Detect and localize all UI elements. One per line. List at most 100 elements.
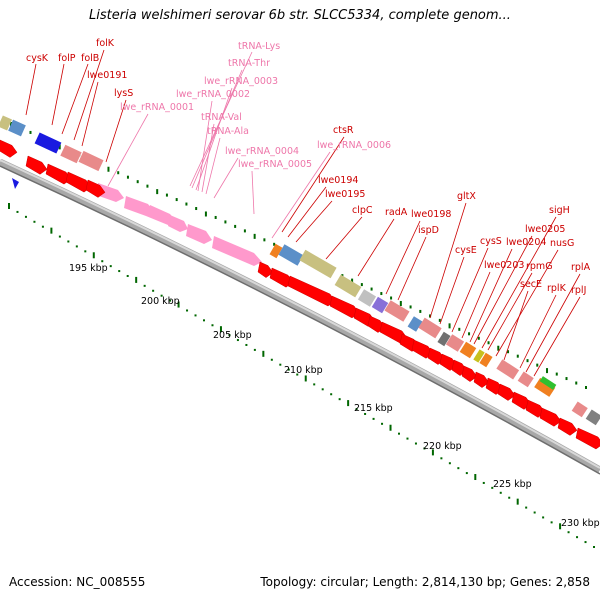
tick-mark <box>555 372 558 376</box>
tick-mark <box>263 238 266 242</box>
leader-line <box>195 87 233 191</box>
tick-mark <box>219 326 222 333</box>
leader-line <box>281 136 345 233</box>
tick-mark <box>126 175 129 179</box>
tick-mark <box>135 276 138 283</box>
gene-label: radA <box>385 207 408 218</box>
gene-arrow <box>287 275 336 307</box>
tick-mark <box>399 300 402 306</box>
feature-labels: cysK folP folB folK lwe0191 lysS lwe0194… <box>26 38 600 529</box>
tick-mark <box>465 472 468 475</box>
backbone-highlight <box>0 159 600 469</box>
map-title: Listeria welshimeri serovar 6b str. SLCC… <box>89 8 511 23</box>
leader-line <box>495 249 559 357</box>
tick-mark <box>24 215 27 218</box>
tick-mark <box>525 506 528 509</box>
tick-mark <box>567 531 570 534</box>
tick-mark <box>429 314 432 318</box>
leader-line <box>107 113 149 187</box>
tick-mark <box>296 373 299 376</box>
tick-mark <box>321 388 324 391</box>
cog-box <box>517 371 534 388</box>
leader-line <box>295 200 333 243</box>
tick-mark <box>593 546 595 548</box>
tick-mark <box>146 184 149 188</box>
tick-mark <box>516 354 519 358</box>
rna-label: tRNA-Thr <box>228 58 270 69</box>
tick-mark <box>92 252 95 259</box>
tick-mark <box>243 229 246 233</box>
gene-arrow <box>85 179 106 198</box>
leader-line <box>81 81 99 147</box>
tick-mark <box>195 207 198 211</box>
leader-line <box>105 99 127 163</box>
tick-mark <box>497 345 500 351</box>
cog-box <box>8 119 26 137</box>
backbone-arc <box>0 158 600 474</box>
tick-mark <box>347 400 350 407</box>
tick-mark <box>360 283 363 287</box>
cog-box <box>278 244 304 266</box>
tick-mark <box>448 323 451 329</box>
tick-mark <box>177 301 180 308</box>
tick-mark <box>304 375 307 382</box>
tick-mark <box>313 383 316 386</box>
gene-label: clpC <box>352 205 373 216</box>
tick-mark <box>211 324 214 327</box>
tick-mark <box>508 496 511 499</box>
tick-mark <box>390 296 393 300</box>
tick-mark <box>338 398 341 401</box>
rna-label: lwe_rRNA_0001 <box>120 102 194 113</box>
rna-label: lwe_rRNA_0006 <box>317 140 391 151</box>
tick-mark <box>550 521 553 524</box>
tick-mark <box>107 166 110 172</box>
tick-mark <box>160 294 163 297</box>
tick-label: 195 kbp <box>69 263 108 274</box>
cog-box <box>418 317 442 339</box>
tick-label: 225 kbp <box>493 479 532 490</box>
tick-mark <box>576 536 579 539</box>
tick-mark <box>186 309 189 312</box>
cog-box <box>479 352 493 368</box>
leader-line <box>451 247 489 333</box>
cog-box <box>269 243 283 259</box>
rna-arrow <box>212 236 262 266</box>
leader-line <box>519 294 557 369</box>
tick-mark <box>203 319 205 322</box>
tick-mark <box>585 386 587 389</box>
tick-mark <box>84 250 87 253</box>
cog-box <box>473 349 485 363</box>
origin-marker <box>12 178 19 189</box>
tick-mark <box>287 368 290 371</box>
gene-arrow-track <box>0 139 600 450</box>
leader-line <box>533 296 581 377</box>
rna-label: lwe_rRNA_0005 <box>238 159 312 170</box>
gene-label: secE <box>520 279 542 290</box>
leader-line <box>325 216 363 260</box>
tick-mark <box>457 467 460 470</box>
leader-line <box>205 137 221 195</box>
rna-arrow <box>168 215 188 232</box>
gene-arrow <box>575 427 600 450</box>
gene-label: rplJ <box>571 285 586 296</box>
gene-label: sigH <box>549 205 570 216</box>
tick-mark <box>273 242 276 246</box>
gene-arrow <box>0 139 18 158</box>
cog-box <box>34 132 62 154</box>
gene-label: folB <box>81 53 99 64</box>
tick-mark <box>253 233 256 239</box>
leader-line <box>429 202 467 319</box>
tick-mark <box>559 523 562 530</box>
tick-mark <box>33 220 36 223</box>
tick-mark <box>468 332 471 336</box>
cog-box <box>384 300 410 322</box>
gene-arrow <box>473 371 490 388</box>
tick-mark <box>440 457 443 460</box>
tick-mark <box>175 198 178 202</box>
leader-line <box>439 256 465 325</box>
tick-mark <box>372 417 375 420</box>
tick-mark <box>279 363 282 366</box>
tick-mark <box>381 422 384 425</box>
cog-box <box>357 289 377 307</box>
